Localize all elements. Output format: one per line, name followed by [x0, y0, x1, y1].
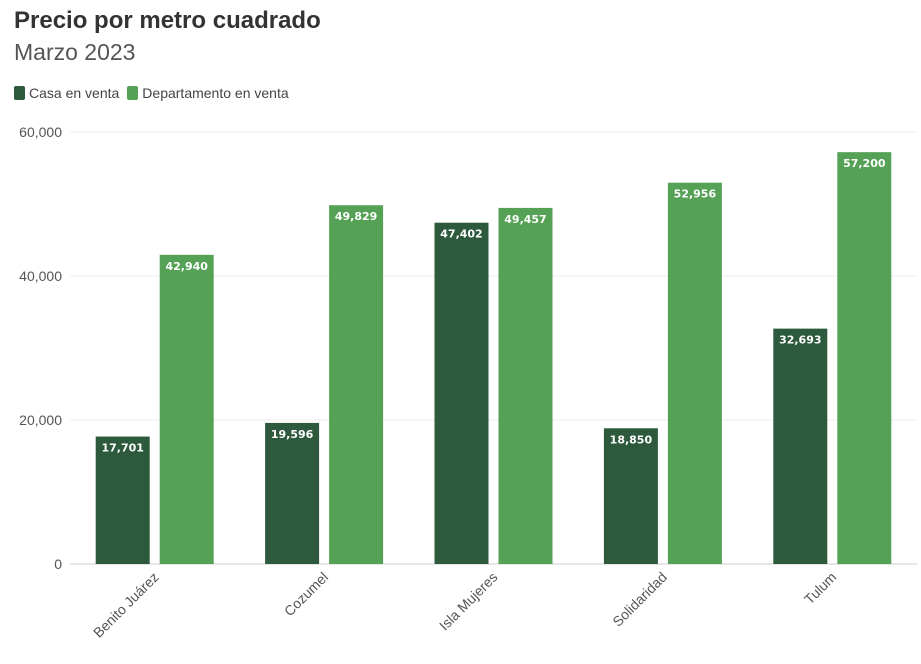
- chart-subtitle: Marzo 2023: [14, 39, 136, 65]
- bar-departamento: [667, 182, 722, 564]
- legend-label-departamento: Departamento en venta: [142, 85, 289, 101]
- bar-departamento: [159, 254, 214, 564]
- y-tick-label: 40,000: [19, 268, 62, 284]
- bar-value-label: 19,596: [271, 428, 314, 441]
- x-tick-label: Solidaridad: [609, 569, 670, 630]
- x-tick-label: Tulum: [801, 569, 839, 607]
- x-tick-label: Isla Mujeres: [436, 569, 501, 634]
- bar-departamento: [498, 207, 553, 564]
- bar-value-label: 47,402: [440, 228, 482, 241]
- x-tick-label: Benito Juárez: [90, 569, 162, 641]
- legend-item-casa: Casa en venta: [14, 85, 119, 101]
- bar-casa: [773, 328, 828, 564]
- bar-casa: [434, 222, 489, 564]
- bar-value-label: 18,850: [610, 433, 653, 446]
- chart-title: Precio por metro cuadrado: [14, 7, 321, 34]
- y-tick-label: 0: [54, 556, 62, 572]
- legend-item-departamento: Departamento en venta: [127, 85, 289, 101]
- y-tick-label: 20,000: [19, 412, 62, 428]
- bar-departamento: [837, 152, 892, 564]
- bar-casa: [95, 436, 150, 564]
- bar-value-label: 52,956: [674, 188, 717, 201]
- bar-value-label: 42,940: [165, 260, 208, 273]
- bar-value-label: 17,701: [101, 442, 143, 455]
- bar-value-label: 32,693: [779, 334, 821, 347]
- bar-casa: [265, 422, 320, 564]
- bar-value-label: 49,457: [504, 213, 546, 226]
- bar-casa: [603, 428, 658, 564]
- bar-departamento: [329, 205, 384, 564]
- legend-swatch-departamento: [127, 86, 139, 100]
- legend-label-casa: Casa en venta: [29, 85, 120, 101]
- legend: Casa en venta Departamento en venta: [14, 85, 297, 101]
- x-tick-label: Cozumel: [281, 569, 331, 619]
- bar-value-label: 49,829: [335, 210, 377, 223]
- bar-value-label: 57,200: [843, 157, 886, 170]
- y-tick-label: 60,000: [19, 124, 62, 140]
- legend-swatch-casa: [14, 86, 25, 100]
